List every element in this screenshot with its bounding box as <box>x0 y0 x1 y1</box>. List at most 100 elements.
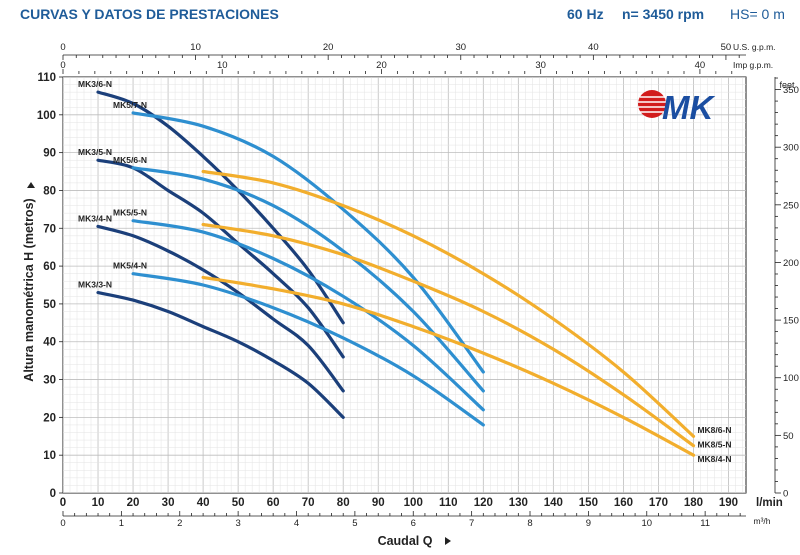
m3h-tick-label: 9 <box>586 518 591 529</box>
lmin-tick-label: 180 <box>684 497 703 509</box>
series-label-mk5-6-n: MK5/6-N <box>113 155 147 165</box>
m3h-tick-label: 5 <box>352 518 357 529</box>
speed-label: n= 3450 rpm <box>622 6 705 22</box>
series-label-mk5-7-n: MK5/7-N <box>113 100 147 110</box>
y-tick-label: 20 <box>43 412 56 424</box>
m3h-tick-label: 1 <box>119 518 124 529</box>
lmin-tick-label: 100 <box>404 497 423 509</box>
plot-area <box>62 76 747 494</box>
feet-tick-label: 150 <box>783 316 799 327</box>
series-line-mk8-6-n <box>201 169 696 438</box>
feet-tick-label: 50 <box>783 431 794 442</box>
m3h-unit-label: m³/h <box>754 516 771 526</box>
lmin-tick-label: 80 <box>337 497 350 509</box>
m3h-tick-label: 3 <box>235 518 240 529</box>
y-tick-label: 0 <box>50 488 56 500</box>
m3h-tick-label: 10 <box>641 518 652 529</box>
series-line-mk5-4-n <box>131 272 485 427</box>
impgpm-tick-label: 10 <box>217 60 228 71</box>
lmin-unit-label: l/min <box>756 497 783 509</box>
page-title: CURVAS Y DATOS DE PRESTACIONES <box>20 6 279 22</box>
lmin-tick-label: 130 <box>509 497 528 509</box>
series-line-mk3-3-n <box>96 291 345 419</box>
series-label-mk3-6-n: MK3/6-N <box>78 79 112 89</box>
usgpm-tick-label: 30 <box>455 42 466 53</box>
x-axis-arrow-icon <box>445 537 451 545</box>
usgpm-tick-label: 40 <box>588 42 599 53</box>
series-label-mk8-6-n: MK8/6-N <box>697 425 731 435</box>
y-tick-label: 80 <box>43 185 56 197</box>
usgpm-tick-label: 20 <box>323 42 334 53</box>
axes: 0102030405060708090100110050100150200250… <box>37 42 799 529</box>
feet-tick-label: 200 <box>783 258 799 269</box>
mk-logo: MK <box>638 89 715 126</box>
impgpm-tick-label: 20 <box>376 60 387 71</box>
usgpm-tick-label: 50 <box>721 42 732 53</box>
y-tick-label: 60 <box>43 261 56 273</box>
feet-tick-label: 100 <box>783 373 799 384</box>
lmin-tick-label: 30 <box>162 497 175 509</box>
frequency-label: 60 Hz <box>567 6 604 22</box>
impgpm-tick-label: 30 <box>535 60 546 71</box>
lmin-tick-label: 40 <box>197 497 210 509</box>
m3h-tick-label: 0 <box>60 518 65 529</box>
lmin-tick-label: 190 <box>719 497 738 509</box>
usgpm-unit-label: U.S. g.p.m. <box>733 42 776 52</box>
series-label-mk8-4-n: MK8/4-N <box>697 454 731 464</box>
lmin-tick-label: 10 <box>92 497 105 509</box>
lmin-tick-label: 0 <box>60 497 66 509</box>
m3h-tick-label: 11 <box>700 518 710 529</box>
y-tick-label: 90 <box>43 148 56 160</box>
series-line-mk8-4-n <box>201 275 696 457</box>
m3h-tick-label: 2 <box>177 518 182 529</box>
lmin-tick-label: 170 <box>649 497 668 509</box>
series-label-mk3-5-n: MK3/5-N <box>78 147 112 157</box>
series-label-mk3-3-n: MK3/3-N <box>78 280 112 290</box>
feet-tick-label: 0 <box>783 489 788 500</box>
lmin-tick-label: 120 <box>474 497 493 509</box>
m3h-tick-label: 7 <box>469 518 474 529</box>
lmin-tick-label: 150 <box>579 497 598 509</box>
series-label-mk8-5-n: MK8/5-N <box>697 440 731 450</box>
usgpm-tick-label: 10 <box>190 42 201 53</box>
curves <box>96 90 696 457</box>
feet-unit-label: feet <box>779 80 795 90</box>
series-label-mk5-5-n: MK5/5-N <box>113 208 147 218</box>
lmin-tick-label: 60 <box>267 497 280 509</box>
m3h-tick-label: 4 <box>294 518 299 529</box>
lmin-tick-label: 140 <box>544 497 563 509</box>
lmin-tick-label: 110 <box>439 497 458 509</box>
lmin-tick-label: 20 <box>127 497 140 509</box>
y-tick-label: 70 <box>43 223 56 235</box>
y-tick-label: 30 <box>43 375 56 387</box>
impgpm-tick-label: 40 <box>695 60 706 71</box>
series-label-mk3-4-n: MK3/4-N <box>78 213 112 223</box>
lmin-tick-label: 50 <box>232 497 245 509</box>
y-tick-label: 100 <box>37 110 56 122</box>
logo-text: MK <box>662 89 715 126</box>
m3h-tick-label: 6 <box>411 518 416 529</box>
suction-head-label: HS= 0 m <box>730 6 785 22</box>
series-line-mk5-7-n <box>131 111 485 374</box>
m3h-tick-label: 8 <box>527 518 532 529</box>
feet-tick-label: 300 <box>783 143 799 154</box>
x-axis-label: Caudal Q <box>378 534 433 548</box>
series-line-mk8-5-n <box>201 222 696 448</box>
y-tick-label: 110 <box>37 72 56 84</box>
series-line-mk5-5-n <box>131 219 485 412</box>
usgpm-tick-label: 0 <box>60 42 65 53</box>
y-axis-arrow-icon <box>27 182 35 188</box>
series-labels: MK3/6-N MK3/5-N MK3/4-N MK3/3-N MK5/7-N MK5/6… <box>78 79 731 464</box>
feet-tick-label: 250 <box>783 200 799 211</box>
series-line-mk5-6-n <box>131 166 485 393</box>
impgpm-tick-label: 0 <box>60 60 65 71</box>
feet-tick-label: 350 <box>783 85 799 96</box>
lmin-tick-label: 160 <box>614 497 633 509</box>
y-axis-label: Altura manométrica H (metros) <box>22 198 36 381</box>
lmin-tick-label: 70 <box>302 497 315 509</box>
lmin-tick-label: 90 <box>372 497 385 509</box>
series-label-mk5-4-n: MK5/4-N <box>113 261 147 271</box>
y-tick-label: 50 <box>43 299 56 311</box>
impgpm-unit-label: Imp g.p.m. <box>733 60 773 70</box>
